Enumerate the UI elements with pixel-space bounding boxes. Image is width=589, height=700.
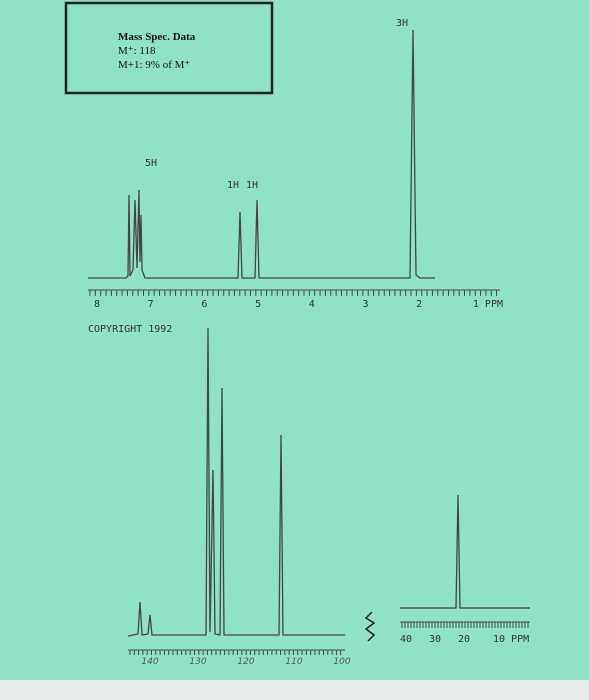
handwritten-label: 130 <box>189 657 206 667</box>
table-edge <box>0 680 589 700</box>
axis-label: 4 <box>309 299 315 310</box>
mass-spec-title: Mass Spec. Data <box>118 31 196 43</box>
axis-label: 2 <box>416 299 422 310</box>
handwritten-label: 100 <box>333 657 350 667</box>
axis-label: 20 <box>458 634 470 645</box>
integration-label: 5H <box>145 158 157 169</box>
axis-label: 1 PPM <box>473 299 503 310</box>
proton-spectrum <box>88 29 435 279</box>
axis-label: 3 <box>362 299 368 310</box>
handwritten-label: 140 <box>141 657 158 667</box>
mass-spec-box <box>64 1 274 95</box>
axis-label: 10 PPM <box>493 634 529 645</box>
axis-label: 30 <box>429 634 441 645</box>
axis-label: 8 <box>94 299 100 310</box>
handwritten-label: 110 <box>285 657 302 667</box>
integration-label: 1H <box>227 180 239 191</box>
axis-label: 6 <box>201 299 207 310</box>
carbon-spectrum <box>127 327 345 637</box>
copyright: COPYRIGHT 1992 <box>88 324 172 335</box>
axis-break <box>364 611 376 642</box>
axis-label: 5 <box>255 299 261 310</box>
handwritten-label: 120 <box>237 657 254 667</box>
mass-spec-line: M⁺: 118 <box>118 45 156 57</box>
mass-spec-line: M+1: 9% of M⁺ <box>118 59 190 71</box>
integration-label: 3H <box>396 18 408 29</box>
axis-label: 40 <box>400 634 412 645</box>
carbon-spectrum-inset <box>400 494 530 609</box>
axis-label: 7 <box>148 299 154 310</box>
integration-label: 1H <box>246 180 258 191</box>
